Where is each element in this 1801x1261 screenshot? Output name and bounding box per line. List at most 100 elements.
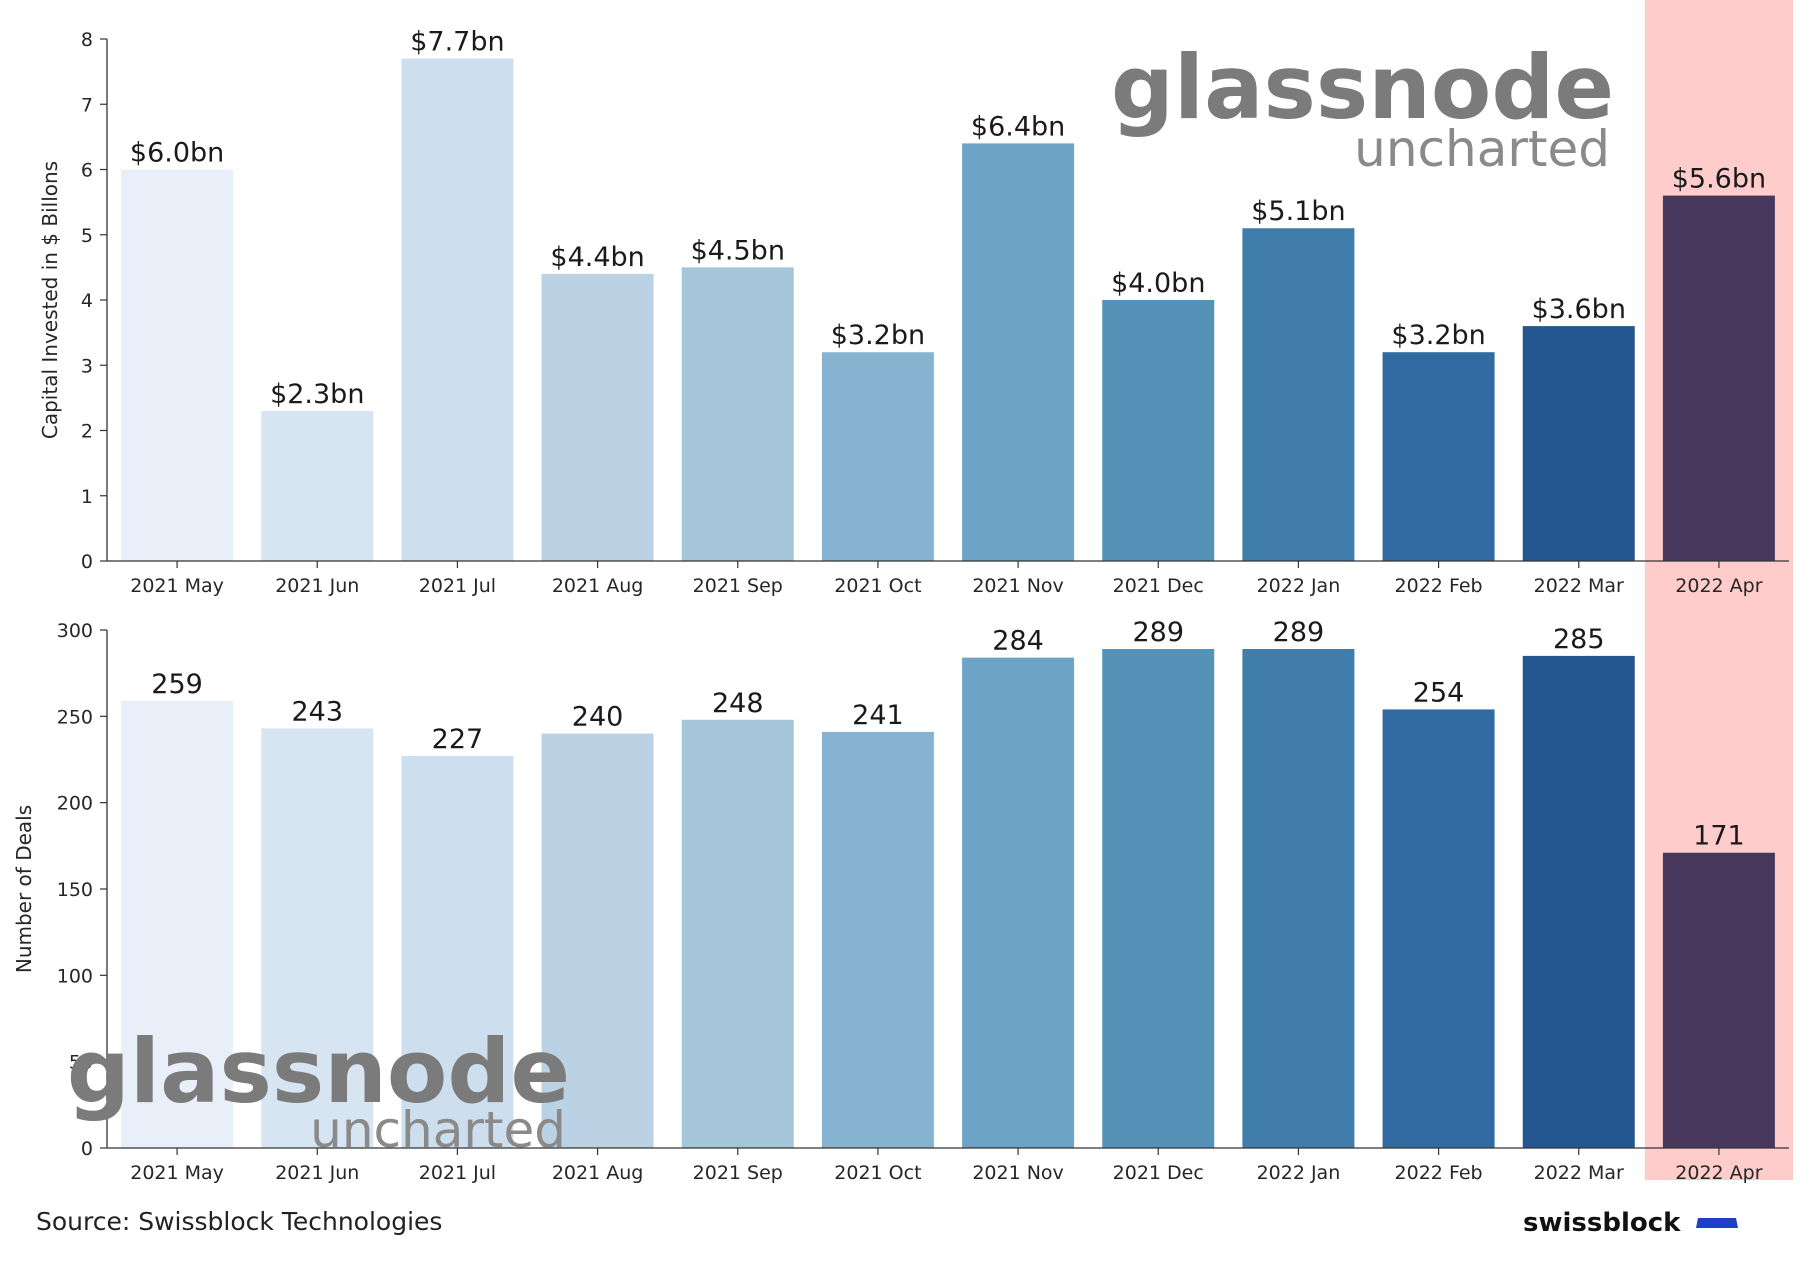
capital-data-label: $5.1bn <box>1251 196 1345 227</box>
deals-bar-2021-oct <box>821 731 934 1148</box>
deals-bar-2021-dec <box>1102 648 1215 1148</box>
capital-bar-2022-jan <box>1242 228 1355 561</box>
capital-y-tick-label: 5 <box>81 225 93 247</box>
capital-data-label: $5.6bn <box>1672 164 1766 195</box>
deals-data-label: 243 <box>291 696 343 727</box>
deals-x-tick-label: 2022 Mar <box>1534 1162 1624 1184</box>
deals-bar-2022-mar <box>1522 655 1635 1148</box>
deals-x-tick-label: 2021 Dec <box>1113 1162 1204 1184</box>
swissblock-logo-text: swissblock <box>1523 1208 1681 1238</box>
capital-data-label: $6.0bn <box>130 138 224 169</box>
deals-data-label: 241 <box>852 700 904 731</box>
deals-y-tick-label: 50 <box>69 1052 93 1074</box>
capital-y-tick-label: 0 <box>81 551 93 573</box>
capital-data-label: $4.0bn <box>1111 268 1205 299</box>
deals-y-tick-label: 200 <box>57 793 93 815</box>
deals-data-label: 289 <box>1273 617 1325 648</box>
capital-data-label: $3.2bn <box>1391 320 1485 351</box>
capital-y-tick-label: 4 <box>81 290 93 312</box>
deals-x-tick-label: 2022 Jan <box>1257 1162 1341 1184</box>
capital-y-tick-label: 2 <box>81 421 93 443</box>
capital-y-tick-label: 7 <box>81 94 93 116</box>
deals-data-label: 284 <box>992 626 1044 657</box>
capital-bar-2021-dec <box>1102 300 1215 561</box>
capital-bar-2021-jun <box>261 410 374 561</box>
capital-data-label: $6.4bn <box>971 111 1065 142</box>
deals-bar-2021-aug <box>541 733 654 1148</box>
deals-x-tick-label: 2021 Nov <box>972 1162 1063 1184</box>
capital-bar-2021-sep <box>681 267 794 561</box>
capital-x-tick-label: 2022 Feb <box>1395 575 1483 597</box>
capital-bar-2022-feb <box>1382 352 1495 561</box>
watermark-top-sub: uncharted <box>1354 120 1610 178</box>
source-note: Source: Swissblock Technologies <box>36 1207 442 1236</box>
number-of-deals-panel: 259 243 227 240 248 241 284 289 289 254 285 171 0 50 1… <box>12 617 1789 1184</box>
deals-x-tick-label: 2021 Oct <box>834 1162 921 1184</box>
capital-data-label: $3.6bn <box>1532 294 1626 325</box>
capital-invested-panel: $6.0bn $2.3bn $7.7bn $4.4bn $4.5bn $3.2bn $6.4… <box>38 27 1789 597</box>
capital-bar-2021-oct <box>821 352 934 561</box>
deals-bar-2021-may <box>121 700 234 1148</box>
capital-x-tick-label: 2022 Mar <box>1534 575 1624 597</box>
deals-data-label: 259 <box>151 669 203 700</box>
capital-data-label: $4.5bn <box>691 235 785 266</box>
capital-x-tick-label: 2021 May <box>130 575 224 597</box>
deals-bar-2021-nov <box>962 657 1075 1148</box>
deals-data-label: 240 <box>572 702 624 733</box>
capital-y-tick-label: 8 <box>81 29 93 51</box>
capital-bar-2022-apr <box>1662 195 1775 561</box>
capital-bar-2022-mar <box>1522 326 1635 561</box>
deals-bar-2021-jun <box>261 728 374 1148</box>
capital-bar-2021-may <box>121 169 234 561</box>
watermark-top: glassnode uncharted <box>1111 36 1614 178</box>
deals-y-tick-label: 300 <box>57 620 93 642</box>
capital-y-tick-label: 3 <box>81 355 93 377</box>
capital-x-tick-label: 2021 Jun <box>275 575 359 597</box>
deals-x-tick-label: 2021 May <box>130 1162 224 1184</box>
capital-y-tick-label: 6 <box>81 160 93 182</box>
capital-y-axis-title: Capital Invested in $ Billons <box>38 161 62 439</box>
deals-bar-2021-sep <box>681 719 794 1148</box>
deals-x-tick-label: 2021 Jul <box>419 1162 496 1184</box>
deals-bar-2022-apr <box>1662 852 1775 1148</box>
capital-x-tick-label: 2021 Jul <box>419 575 496 597</box>
deals-y-tick-label: 0 <box>81 1138 93 1160</box>
deals-y-tick-label: 250 <box>57 706 93 728</box>
swissblock-logo-icon <box>1696 1218 1738 1228</box>
capital-data-label: $3.2bn <box>831 320 925 351</box>
deals-data-label: 227 <box>432 724 484 755</box>
capital-data-label: $2.3bn <box>270 379 364 410</box>
deals-data-label: 285 <box>1553 624 1605 655</box>
deals-y-tick-label: 150 <box>57 879 93 901</box>
deals-bar-2021-jul <box>401 756 514 1148</box>
capital-bar-2021-aug <box>541 273 654 561</box>
watermark-bottom-sub: uncharted <box>310 1101 566 1159</box>
deals-x-tick-label: 2021 Sep <box>693 1162 783 1184</box>
capital-x-tick-label: 2022 Apr <box>1675 575 1762 597</box>
deals-x-tick-label: 2021 Jun <box>275 1162 359 1184</box>
watermark-bottom: glassnode uncharted <box>67 1020 570 1159</box>
capital-x-tick-label: 2021 Nov <box>972 575 1063 597</box>
watermark-bottom-main: glassnode <box>67 1020 570 1123</box>
watermark-top-main: glassnode <box>1111 36 1614 139</box>
capital-bar-2021-nov <box>962 143 1075 561</box>
deals-bar-2022-feb <box>1382 709 1495 1148</box>
deals-data-label: 254 <box>1413 677 1465 708</box>
deals-x-tick-label: 2022 Apr <box>1675 1162 1762 1184</box>
deals-x-tick-label: 2022 Feb <box>1395 1162 1483 1184</box>
capital-x-tick-label: 2021 Dec <box>1113 575 1204 597</box>
capital-x-tick-label: 2022 Jan <box>1257 575 1341 597</box>
capital-data-label: $4.4bn <box>550 242 644 273</box>
deals-data-label: 289 <box>1132 617 1184 648</box>
deals-x-tick-label: 2021 Aug <box>552 1162 644 1184</box>
deals-data-label: 171 <box>1693 821 1745 852</box>
deals-data-label: 248 <box>712 688 764 719</box>
deals-bar-2022-jan <box>1242 648 1355 1148</box>
capital-x-tick-label: 2021 Oct <box>834 575 921 597</box>
capital-y-tick-label: 1 <box>81 486 93 508</box>
capital-x-tick-label: 2021 Aug <box>552 575 644 597</box>
capital-bar-2021-jul <box>401 58 514 561</box>
capital-data-label: $7.7bn <box>410 27 504 58</box>
capital-x-tick-label: 2021 Sep <box>693 575 783 597</box>
